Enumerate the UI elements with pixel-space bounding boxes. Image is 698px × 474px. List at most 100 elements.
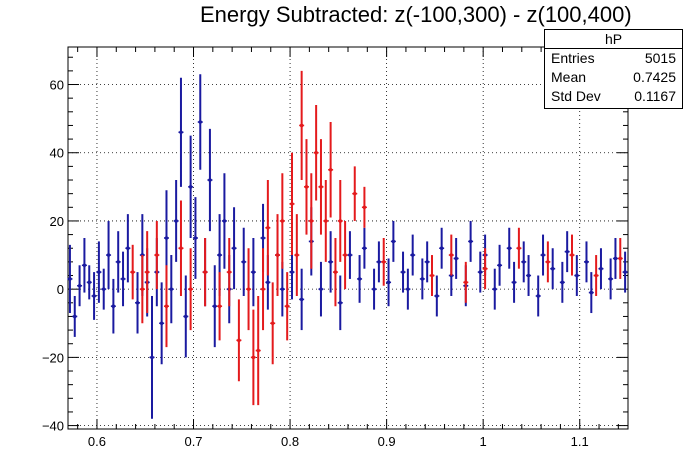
data-point <box>570 253 574 257</box>
data-point <box>299 123 304 128</box>
data-point <box>391 239 396 244</box>
data-point <box>425 260 429 264</box>
data-point <box>275 253 280 257</box>
data-point <box>193 236 198 240</box>
data-point <box>541 253 545 257</box>
data-point <box>304 185 309 189</box>
data-point <box>251 270 256 274</box>
data-point <box>130 270 135 274</box>
data-point <box>145 270 149 274</box>
stats-label: Std Dev <box>551 88 601 104</box>
data-point <box>116 260 121 264</box>
data-point <box>299 297 304 302</box>
data-point <box>497 263 502 268</box>
data-point <box>174 219 178 223</box>
stats-value: 0.1167 <box>634 88 676 104</box>
data-point <box>188 185 193 189</box>
x-tick-label: 0.9 <box>378 434 396 449</box>
data-point <box>251 355 256 360</box>
data-point <box>608 277 613 281</box>
data-point <box>232 246 236 251</box>
data-point <box>183 314 188 319</box>
chart-title: Energy Subtracted: z(-100,300) - z(100,4… <box>200 2 632 27</box>
data-point <box>463 280 468 285</box>
data-point <box>362 246 367 251</box>
data-point <box>111 304 116 309</box>
stats-row-stddev: Std Dev 0.1167 <box>545 87 682 106</box>
stats-row-entries: Entries 5015 <box>545 49 682 68</box>
data-point <box>237 338 241 343</box>
stats-box-name: hP <box>545 30 682 49</box>
data-point <box>126 246 130 251</box>
x-tick-label: 0.7 <box>184 434 202 449</box>
data-point <box>575 273 579 278</box>
data-point <box>483 266 487 271</box>
data-point <box>372 287 376 291</box>
data-point <box>241 260 246 264</box>
data-point <box>198 120 203 124</box>
data-point <box>328 260 333 264</box>
data-point <box>309 219 314 223</box>
data-point <box>584 260 589 264</box>
data-point <box>101 287 106 291</box>
data-point <box>203 270 207 274</box>
data-point <box>270 321 275 326</box>
data-point <box>290 202 294 206</box>
stats-row-mean: Mean 0.7425 <box>545 68 682 87</box>
data-point <box>246 287 251 291</box>
data-point <box>348 253 352 257</box>
data-point <box>217 253 222 257</box>
data-point <box>526 273 531 278</box>
data-point <box>507 246 512 251</box>
data-point <box>266 280 270 285</box>
data-point <box>594 273 598 278</box>
data-point <box>295 253 299 257</box>
stats-value: 5015 <box>644 50 676 66</box>
y-tick-label: −20 <box>42 350 64 365</box>
data-point <box>155 253 159 257</box>
stats-value: 0.7425 <box>633 69 676 85</box>
y-tick-label: 0 <box>57 282 64 297</box>
data-point <box>338 219 343 223</box>
data-point <box>449 253 454 257</box>
data-point <box>261 236 265 240</box>
data-point <box>319 185 323 189</box>
data-point <box>352 191 357 196</box>
data-point <box>599 266 603 271</box>
data-point <box>454 256 458 261</box>
data-point <box>468 239 473 244</box>
x-tick-label: 1.1 <box>571 434 589 449</box>
data-point <box>565 249 569 254</box>
x-tick-label: 1 <box>480 434 487 449</box>
data-point <box>362 205 367 210</box>
data-point <box>188 287 193 291</box>
data-point <box>386 280 391 285</box>
data-point <box>97 270 101 274</box>
data-point <box>285 304 289 309</box>
data-point <box>179 246 183 251</box>
data-point <box>546 260 550 264</box>
data-point <box>261 287 265 291</box>
data-point <box>212 304 217 309</box>
data-point <box>589 290 594 295</box>
data-point <box>401 270 405 274</box>
data-point <box>319 287 323 291</box>
data-point <box>478 270 483 274</box>
data-point <box>439 246 444 251</box>
data-point <box>159 321 164 326</box>
data-point <box>560 280 565 285</box>
data-point <box>406 287 410 291</box>
data-point <box>92 294 96 298</box>
x-tick-label: 0.6 <box>88 434 106 449</box>
data-point <box>68 277 72 281</box>
data-point <box>512 280 516 285</box>
data-point <box>135 301 140 305</box>
data-point <box>227 270 232 274</box>
y-tick-label: 40 <box>50 146 64 161</box>
data-point <box>618 256 623 261</box>
data-point <box>222 219 227 223</box>
stats-label: Mean <box>551 69 587 85</box>
data-point <box>217 304 222 309</box>
data-point <box>410 253 415 257</box>
data-point <box>521 260 526 264</box>
